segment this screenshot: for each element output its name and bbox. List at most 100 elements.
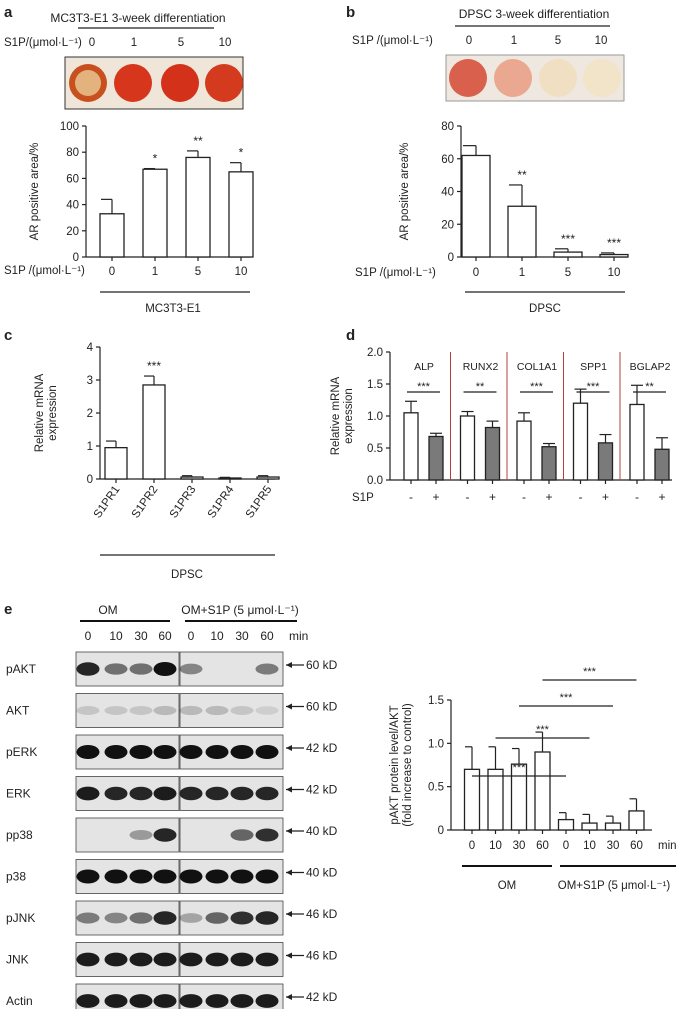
y-tick-label: 40 [441, 187, 454, 199]
x-tick-label: 30 [607, 840, 620, 852]
blot-band [230, 706, 254, 715]
blot-band [104, 912, 128, 924]
s1p-row-label: S1P [352, 492, 374, 504]
x-tick-label: 0 [473, 267, 479, 279]
blot-band [153, 828, 177, 842]
dose-value: 1 [511, 35, 517, 47]
panel-b-xlabel: S1P /(μmol·L⁻¹) [355, 267, 436, 279]
x-tick-label: 10 [489, 840, 502, 852]
blot-kd: 42 kD [306, 990, 338, 1004]
blot-band [76, 994, 100, 1008]
significance-mark: *** [561, 232, 575, 246]
blot-band [153, 869, 177, 884]
significance-mark: *** [536, 724, 550, 736]
blot-band [104, 869, 128, 884]
blot-band [153, 911, 177, 925]
bar [629, 403, 645, 481]
blot-band [104, 786, 128, 801]
y-tick-label: 2 [87, 408, 93, 420]
panel-b-chart: 0 20 40 60 80 AR positive area/% 0 ** 1 *** 5 *** 10 [399, 121, 629, 279]
panel-b-dose-values: 0 1 5 10 [466, 35, 608, 47]
panel-c-label: c [4, 327, 12, 344]
blot-kd: 60 kD [306, 700, 338, 714]
bar [516, 420, 532, 481]
time-label: 60 [260, 629, 274, 643]
bar [604, 822, 622, 831]
blot-band [230, 952, 254, 967]
blot-band [255, 952, 279, 967]
x-tick-label: 1 [152, 266, 158, 278]
blot-band [205, 869, 229, 884]
y-tick-label: 1.5 [367, 379, 383, 391]
blot-band [255, 869, 279, 884]
y-tick-label: 0.5 [428, 782, 444, 794]
blot-arrowhead [286, 952, 292, 959]
panel-a-dose-label: S1P/(μmol·L⁻¹) [4, 37, 82, 49]
blot-band [230, 911, 254, 925]
panel-b-dose-label: S1P /(μmol·L⁻¹) [352, 35, 433, 47]
significance-mark: ** [645, 381, 654, 393]
panel-d-chart: 0.0 0.5 1.0 1.5 2.0 Relative mRNAexpression AL… [330, 347, 672, 504]
blot-arrowhead [286, 869, 292, 876]
bar [459, 415, 476, 481]
blot-band [153, 662, 177, 676]
blot-band [104, 706, 128, 715]
x-tick-label: 5 [195, 266, 201, 278]
bar [428, 435, 444, 481]
y-axis-label: Relative mRNAexpression [34, 373, 59, 452]
x-tick-label: S1PR2 [130, 484, 161, 521]
panel-a-xlabel: S1P /(μmol·L⁻¹) [4, 265, 85, 277]
gene-label: SPP1 [580, 361, 607, 373]
blot-strip [75, 693, 180, 728]
blot-arrowhead [286, 994, 292, 1000]
bar [99, 213, 125, 258]
blot-kd: 40 kD [306, 824, 338, 838]
x-tick-label: 60 [630, 840, 643, 852]
blot-arrowhead [286, 703, 292, 710]
x-tick-label: 0 [109, 266, 115, 278]
panel-a-chart: 0 20 40 60 80 100 AR positive area/% 0 * 1 ** 5 * 10 [29, 121, 254, 278]
treatment-sign: + [489, 490, 496, 504]
blot-time-labels: 0 10 30 60 0 10 30 60 [85, 629, 274, 643]
x-tick-label: 30 [513, 840, 526, 852]
blot-arrowhead [286, 911, 292, 917]
bar [180, 476, 204, 480]
significance-mark: * [239, 146, 244, 160]
blot-band [205, 994, 229, 1008]
bar [557, 818, 575, 831]
blot-band [230, 829, 254, 841]
y-tick-label: 1.0 [428, 738, 444, 750]
blot-label: pERK [6, 745, 37, 759]
well-b-1 [494, 59, 532, 97]
bar [104, 446, 128, 480]
dose-value: 5 [555, 35, 561, 47]
blot-band [76, 745, 100, 759]
blot-om-label: OM [98, 603, 117, 617]
blot-kd: 42 kD [306, 741, 338, 755]
y-tick-label: 1.0 [367, 411, 383, 423]
x-tick-label: S1PR5 [244, 484, 275, 521]
blot-band [205, 786, 229, 801]
blot-label: Actin [6, 994, 33, 1008]
gene-label: COL1A1 [517, 361, 557, 373]
blot-band [129, 869, 153, 884]
blot-band [104, 663, 128, 675]
y-tick-label: 80 [441, 121, 454, 133]
panel-a-stain-plate [64, 56, 244, 110]
blot-band [230, 786, 254, 801]
panel-c-chart: 0 1 2 3 4 Relative mRNAexpression S1PR1 *** S1PR… [34, 342, 280, 521]
y-tick-label: 60 [441, 154, 454, 166]
blot-band [76, 869, 100, 884]
y-axis-label: AR positive area/% [399, 143, 411, 241]
y-tick-label: 0 [73, 252, 79, 264]
blot-band [205, 952, 229, 967]
bar [553, 251, 583, 258]
blot-arrowhead [286, 828, 292, 834]
y-tick-label: 0.0 [367, 475, 383, 487]
panel-b-group-label: DPSC [529, 303, 561, 315]
significance-mark: *** [417, 381, 431, 393]
blot-label: ERK [6, 787, 31, 801]
bar [228, 171, 254, 258]
blot-strip [179, 651, 284, 687]
